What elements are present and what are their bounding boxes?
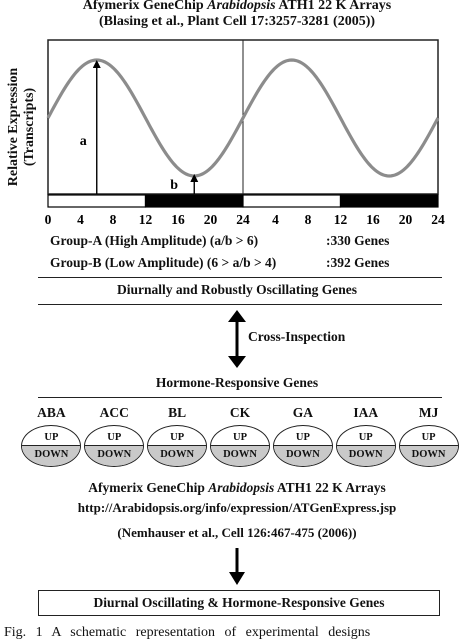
badge-down: DOWN <box>148 445 207 466</box>
x-tick-label: 0 <box>45 212 52 227</box>
x-tick-label: 20 <box>399 212 413 227</box>
x-tick-label: 24 <box>236 212 250 227</box>
up-down-badge: UP DOWN <box>335 425 396 467</box>
x-tick-label: 24 <box>431 212 445 227</box>
label-b: b <box>170 178 178 193</box>
down-arrow-icon <box>229 548 245 585</box>
header-title-line1: Afymerix GeneChip Arabidopsis ATH1 22 K … <box>0 0 474 14</box>
up-down-badge: UP DOWN <box>272 425 333 467</box>
group-a-genes: :330 Genes <box>326 233 390 248</box>
divider-mid <box>38 304 442 305</box>
badge-down: DOWN <box>399 445 458 466</box>
hormone-ck: CK UP DOWN <box>209 405 272 471</box>
hormone-row: ABA UP DOWN ACC UP DOWN BL UP DOWN CK UP DOW… <box>20 405 460 471</box>
hormone-iaa: IAA UP DOWN <box>334 405 397 471</box>
badge-up: UP <box>233 432 247 443</box>
x-tick-labels: 0 4 8 12 16 20 24 4 8 12 16 20 24 <box>45 212 445 227</box>
hormone-ga: GA UP DOWN <box>271 405 334 471</box>
hormone-aba: ABA UP DOWN <box>20 405 83 471</box>
divider-top <box>38 277 442 278</box>
hormone-name: ACC <box>99 405 129 420</box>
badge-up: UP <box>170 432 185 443</box>
x-tick-label: 12 <box>334 212 348 227</box>
cross-inspection-label: Cross-Inspection <box>248 329 346 344</box>
hormone-name: ABA <box>37 405 66 420</box>
header-title-line2: (Blasing et al., Plant Cell 17:3257-3281… <box>98 14 376 29</box>
footer-url: http://Arabidopsis.org/info/expression/A… <box>77 500 397 515</box>
hormone-acc: ACC UP DOWN <box>83 405 146 471</box>
up-down-badge: UP DOWN <box>84 425 145 467</box>
label-a: a <box>80 134 87 149</box>
hormone-name: CK <box>229 405 251 420</box>
footer-array-prefix: Afymerix GeneChip <box>88 480 209 495</box>
x-tick-label: 4 <box>272 212 279 227</box>
diurnal-heading: Diurnally and Robustly Oscillating Genes <box>116 282 358 297</box>
x-tick-label: 20 <box>204 212 218 227</box>
hormone-name: GA <box>292 405 313 420</box>
hormone-heading: Hormone-Responsive Genes <box>155 375 319 390</box>
double-arrow-icon <box>228 310 246 368</box>
final-result-box: Diurnal Oscillating & Hormone-Responsive… <box>38 590 440 616</box>
badge-down: DOWN <box>22 445 81 466</box>
expression-curve <box>46 58 440 178</box>
divider-hormone <box>38 397 442 398</box>
badge-down: DOWN <box>211 445 269 466</box>
group-a-label: Group-A (High Amplitude) (a/b > 6) <box>50 233 259 248</box>
x-tick-label: 12 <box>139 212 153 227</box>
up-down-badge: UP DOWN <box>210 425 270 467</box>
badge-down: DOWN <box>85 445 144 466</box>
hormone-name: BL <box>168 405 187 420</box>
x-tick-label: 16 <box>366 212 380 227</box>
figure-caption: Fig. 1 A schematic representation of exp… <box>4 625 371 640</box>
up-down-badge: UP DOWN <box>398 425 459 467</box>
up-down-badge: UP DOWN <box>147 425 208 467</box>
badge-down: DOWN <box>336 445 395 466</box>
badge-up: UP <box>44 432 59 443</box>
footer-citation: (Nemhauser et al., Cell 126:467-475 (200… <box>117 525 357 540</box>
footer-array-italic: Arabidopsis <box>208 480 275 495</box>
hormone-name: MJ <box>418 405 439 420</box>
light-period-segment <box>242 194 342 208</box>
x-tick-label: 8 <box>305 212 312 227</box>
hormone-bl: BL UP DOWN <box>146 405 209 471</box>
title-italic: Arabidopsis <box>207 0 276 13</box>
footer-array-line: Afymerix GeneChip Arabidopsis ATH1 22 K … <box>0 480 474 496</box>
badge-up: UP <box>295 432 310 443</box>
hormone-mj: MJ UP DOWN <box>397 405 460 471</box>
title-prefix: Afymerix GeneChip <box>82 0 208 13</box>
amplitude-annotations: ab <box>80 60 199 194</box>
title-suffix: ATH1 22 K Arrays <box>275 0 392 13</box>
hormone-name: IAA <box>353 405 379 420</box>
x-tick-label: 16 <box>171 212 185 227</box>
oscillation-plot: ab 0 4 8 12 16 20 24 4 8 12 16 20 24 <box>45 39 445 227</box>
group-b-label: Group-B (Low Amplitude) (6 > a/b > 4) <box>50 255 277 270</box>
group-b-genes: :392 Genes <box>326 255 390 270</box>
dark-period-segment <box>339 194 439 208</box>
badge-up: UP <box>107 432 122 443</box>
light-dark-bar <box>47 194 439 208</box>
dark-period-segment <box>144 194 244 208</box>
x-tick-label: 8 <box>110 212 117 227</box>
footer-array-suffix: ATH1 22 K Arrays <box>274 480 386 495</box>
x-tick-label: 4 <box>77 212 84 227</box>
up-down-badge: UP DOWN <box>21 425 82 467</box>
badge-up: UP <box>421 432 436 443</box>
badge-up: UP <box>358 432 373 443</box>
badge-down: DOWN <box>273 445 332 466</box>
light-period-segment <box>47 194 147 208</box>
